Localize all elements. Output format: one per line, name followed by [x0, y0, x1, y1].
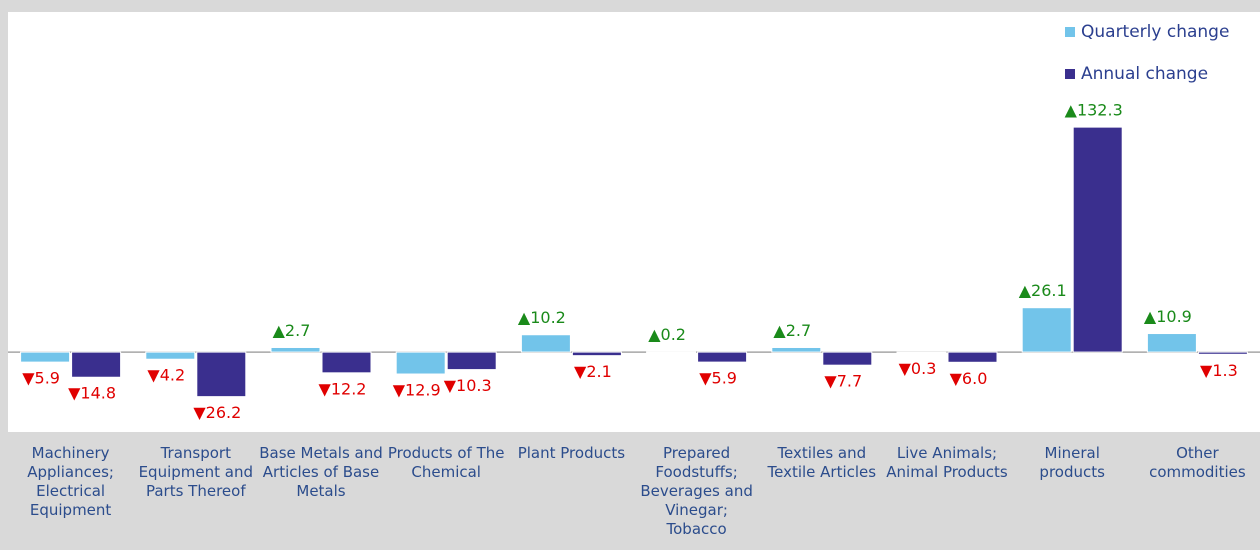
data-label: ▼1.3 [1200, 361, 1238, 380]
legend-swatch [1065, 27, 1075, 37]
x-tick-label: Mineral products [1039, 444, 1105, 481]
x-tick-label: Machinery Appliances; Electrical Equipme… [27, 444, 114, 519]
bar [1021, 307, 1072, 353]
data-label: ▼0.3 [899, 359, 937, 378]
x-tick-label: Prepared Foodstuffs; Beverages and Vineg… [640, 444, 753, 538]
x-tick-label: Live Animals; Animal Products [886, 444, 1008, 481]
bar [571, 351, 622, 357]
bar [520, 334, 571, 353]
bar [646, 351, 697, 354]
legend-swatch [1065, 69, 1075, 79]
data-label: ▼6.0 [950, 369, 988, 388]
data-label: ▲2.7 [773, 321, 811, 340]
x-tick-label: Textiles and Textile Articles [767, 444, 877, 481]
bar [20, 351, 71, 363]
x-tick-label: Base Metals and Articles of Base Metals [259, 444, 383, 500]
data-label: ▲0.2 [648, 325, 686, 344]
data-label: ▲2.7 [273, 321, 311, 340]
data-label: ▲10.2 [518, 308, 566, 327]
legend-label: Quarterly change [1081, 22, 1229, 42]
data-label: ▼4.2 [147, 366, 185, 385]
data-label: ▼2.1 [574, 362, 612, 381]
bar [145, 351, 196, 360]
data-label: ▲26.1 [1019, 281, 1067, 300]
bar [1197, 351, 1248, 355]
bar [1146, 333, 1197, 353]
bar [697, 351, 748, 363]
data-label: ▼5.9 [699, 369, 737, 388]
x-tick-label: Other commodities [1149, 444, 1246, 481]
bar [196, 351, 247, 398]
bar [270, 346, 321, 353]
bar [947, 351, 998, 363]
bar [822, 351, 873, 366]
data-label: ▲132.3 [1065, 101, 1123, 120]
data-label: ▲10.9 [1144, 307, 1192, 326]
data-label: ▼26.2 [193, 403, 241, 422]
x-tick-label: Products of The Chemical [387, 444, 505, 481]
x-tick-label: Transport Equipment and Parts Thereof [138, 444, 253, 500]
bar [771, 346, 822, 353]
data-label: ▼7.7 [824, 372, 862, 391]
bar [71, 351, 122, 378]
legend-label: Annual change [1081, 64, 1208, 84]
data-label: ▼12.2 [319, 379, 367, 398]
bar [321, 351, 372, 374]
x-tick-label: Plant Products [517, 444, 626, 462]
bar [395, 351, 446, 375]
data-label: ▼12.9 [393, 381, 441, 400]
data-label: ▼14.8 [68, 384, 116, 403]
bar [896, 351, 947, 354]
bar [1072, 126, 1123, 353]
bar [446, 351, 497, 371]
data-label: ▼10.3 [444, 376, 492, 395]
data-label: ▼5.9 [22, 369, 60, 388]
